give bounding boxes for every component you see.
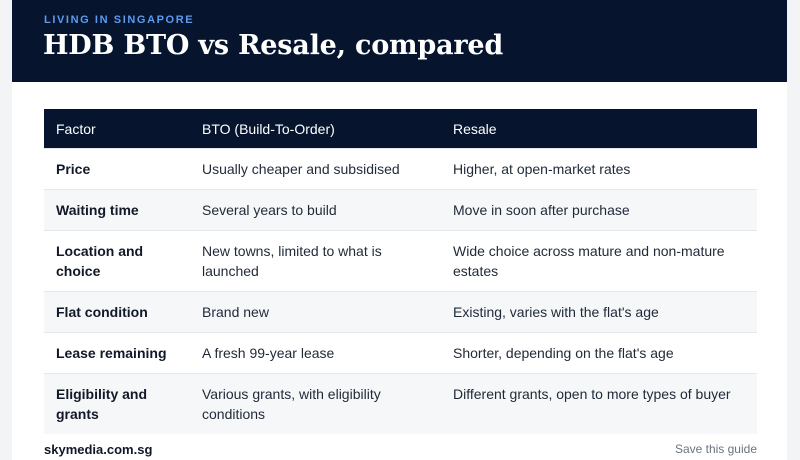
bto-cell: New towns, limited to what is launched: [190, 230, 441, 292]
factor-cell: Lease remaining: [44, 332, 190, 374]
resale-cell: Wide choice across mature and non-mature…: [441, 230, 757, 292]
table-row: Lease remaining A fresh 99-year lease Sh…: [44, 332, 757, 374]
column-header-bto: BTO (Build-To-Order): [190, 109, 441, 149]
column-header-resale: Resale: [441, 109, 757, 149]
resale-cell: Shorter, depending on the flat's age: [441, 332, 757, 374]
column-header-factor: Factor: [44, 109, 190, 149]
article-card: LIVING IN SINGAPORE HDB BTO vs Resale, c…: [12, 0, 787, 460]
bto-cell: Various grants, with eligibility conditi…: [190, 373, 441, 434]
table-header-row: Factor BTO (Build-To-Order) Resale: [44, 109, 757, 149]
category-label: LIVING IN SINGAPORE: [44, 14, 195, 26]
factor-cell: Price: [44, 148, 190, 190]
table-row: Location and choice New towns, limited t…: [44, 230, 757, 292]
factor-cell: Waiting time: [44, 189, 190, 231]
resale-cell: Move in soon after purchase: [441, 189, 757, 231]
table-row: Waiting time Several years to build Move…: [44, 189, 757, 231]
bto-cell: Several years to build: [190, 189, 441, 231]
table-row: Eligibility and grants Various grants, w…: [44, 373, 757, 434]
table-row: Price Usually cheaper and subsidised Hig…: [44, 148, 757, 190]
resale-cell: Higher, at open-market rates: [441, 148, 757, 190]
factor-cell: Eligibility and grants: [44, 373, 190, 434]
factor-cell: Location and choice: [44, 230, 190, 292]
bto-cell: A fresh 99-year lease: [190, 332, 441, 374]
table-row: Flat condition Brand new Existing, varie…: [44, 291, 757, 333]
page-title: HDB BTO vs Resale, compared: [43, 30, 504, 61]
comparison-table: Factor BTO (Build-To-Order) Resale Price…: [44, 109, 757, 434]
bto-cell: Usually cheaper and subsidised: [190, 148, 441, 190]
resale-cell: Different grants, open to more types of …: [441, 373, 757, 434]
bto-cell: Brand new: [190, 291, 441, 333]
factor-cell: Flat condition: [44, 291, 190, 333]
save-guide-link[interactable]: Save this guide: [674, 442, 757, 456]
resale-cell: Existing, varies with the flat's age: [441, 291, 757, 333]
header-banner: LIVING IN SINGAPORE HDB BTO vs Resale, c…: [12, 0, 787, 82]
